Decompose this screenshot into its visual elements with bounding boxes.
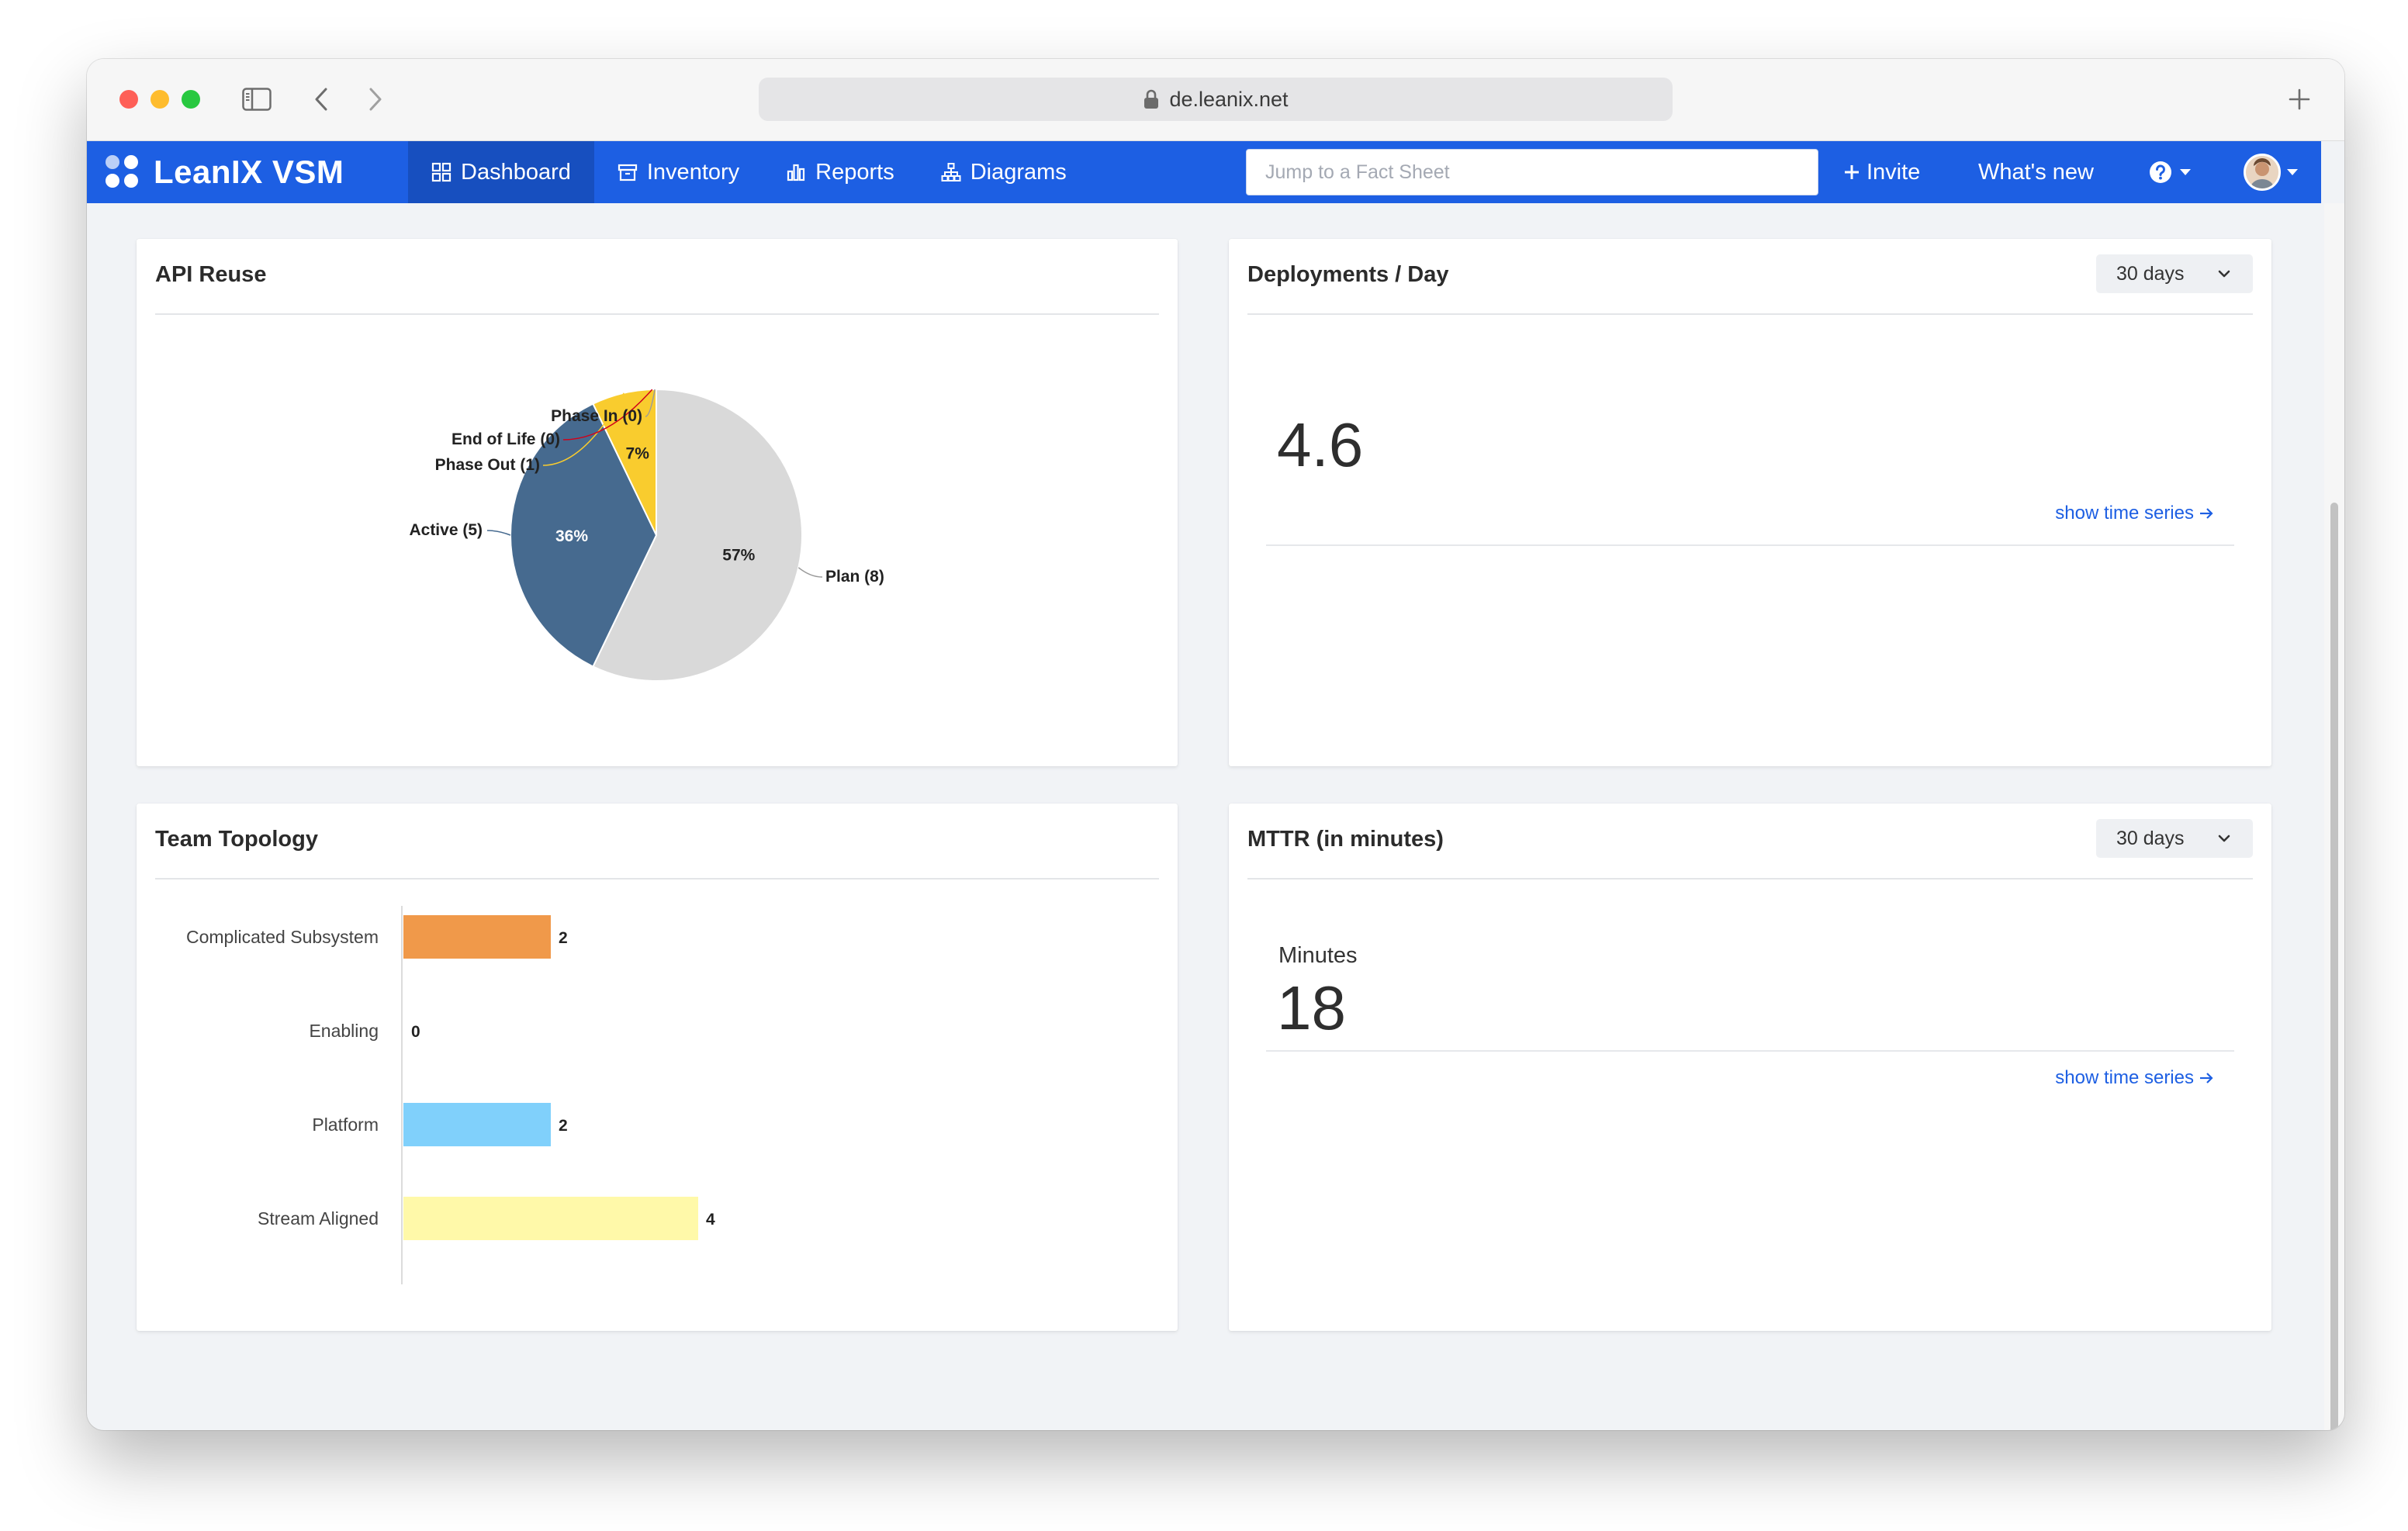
metric-divider xyxy=(1266,1050,2234,1052)
app-navbar: LeanIX VSM Dashboard Inventory Reports D… xyxy=(87,141,2321,203)
back-arrow-icon[interactable] xyxy=(306,79,337,119)
range-value: 30 days xyxy=(2116,262,2185,285)
brand-name: LeanIX VSM xyxy=(154,154,344,190)
address-bar[interactable]: de.leanix.net xyxy=(759,78,1673,121)
close-window-button[interactable] xyxy=(119,90,138,109)
card-title: Team Topology xyxy=(155,827,318,852)
bar-chart-icon xyxy=(787,164,805,181)
mttr-range-select[interactable]: 30 days xyxy=(2096,819,2253,858)
tab-dashboard[interactable]: Dashboard xyxy=(408,141,594,203)
url-text: de.leanix.net xyxy=(1169,87,1289,111)
browser-titlebar: de.leanix.net xyxy=(87,59,2344,141)
tab-diagrams[interactable]: Diagrams xyxy=(918,141,1090,203)
link-label: show time series xyxy=(2055,1067,2194,1088)
scrollbar-thumb[interactable] xyxy=(2330,503,2338,1430)
card-title: MTTR (in minutes) xyxy=(1247,827,1444,852)
pie-slice-label: Plan (8) xyxy=(825,568,884,586)
tab-reports[interactable]: Reports xyxy=(763,141,918,203)
deployments-value: 4.6 xyxy=(1277,410,1364,479)
bar[interactable] xyxy=(403,915,551,959)
pie-connector xyxy=(542,392,624,466)
tab-label: Dashboard xyxy=(461,159,571,185)
deployments-card: Deployments / Day 30 days 4.6 show time … xyxy=(1229,239,2271,766)
invite-button[interactable]: Invite xyxy=(1843,141,1920,203)
invite-label: Invite xyxy=(1867,159,1921,185)
forward-arrow-icon[interactable] xyxy=(360,79,391,119)
arrow-right-icon xyxy=(2200,508,2213,519)
api-reuse-pie-chart: 57% Plan (8) 36% Active (5) 7% Phase Out (1) E… xyxy=(409,388,884,682)
pie-connector xyxy=(562,389,653,441)
grid-icon xyxy=(431,162,452,182)
plus-icon[interactable] xyxy=(2281,79,2318,119)
pie-slice-label: End of Life (0) xyxy=(452,430,560,448)
divider xyxy=(155,878,1159,880)
pie-percent-label: 57% xyxy=(722,546,755,564)
user-menu-button[interactable] xyxy=(2244,141,2298,203)
maximize-window-button[interactable] xyxy=(182,90,200,109)
help-icon xyxy=(2150,161,2171,183)
chevron-down-icon xyxy=(2218,270,2230,278)
hierarchy-icon xyxy=(941,163,961,181)
chevron-down-icon xyxy=(2180,169,2191,175)
bar-value-label: 2 xyxy=(559,929,568,947)
lock-icon xyxy=(1144,89,1159,109)
browser-window: de.leanix.net LeanIX VSM Dashboard Inven… xyxy=(87,59,2344,1430)
pie-connector xyxy=(645,389,656,417)
show-time-series-link[interactable]: show time series xyxy=(2055,503,2214,524)
divider xyxy=(1247,313,2253,315)
bar-category-label: Platform xyxy=(312,1115,379,1135)
bar-category-label: Stream Aligned xyxy=(258,1208,379,1229)
tab-label: Reports xyxy=(815,159,894,185)
page-scrollbar[interactable] xyxy=(2324,203,2344,1430)
bar-category-label: Complicated Subsystem xyxy=(186,927,379,947)
deployments-range-select[interactable]: 30 days xyxy=(2096,254,2253,293)
divider xyxy=(1247,878,2253,880)
pie-slice[interactable] xyxy=(510,403,658,668)
whats-new-label: What's new xyxy=(1978,159,2094,185)
divider xyxy=(155,313,1159,315)
pie-percent-label: 36% xyxy=(555,527,588,545)
pie-percent-label: 7% xyxy=(626,445,650,463)
bar[interactable] xyxy=(403,1197,698,1240)
bar-value-label: 4 xyxy=(706,1211,715,1229)
range-value: 30 days xyxy=(2116,827,2185,849)
team-topology-bar-chart: Complicated Subsystem 2 Enabling 0 Platform 2… xyxy=(186,906,715,1284)
fact-sheet-search-input[interactable] xyxy=(1246,149,1818,195)
pie-slice-label: Phase Out (1) xyxy=(435,456,540,474)
api-reuse-card: API Reuse 57% Plan (8) 36% Active (5) 7% Phas… xyxy=(137,239,1178,766)
mttr-unit-label: Minutes xyxy=(1278,943,1358,968)
pie-connector xyxy=(797,567,823,578)
arrow-right-icon xyxy=(2200,1073,2213,1083)
chevron-down-icon xyxy=(2218,835,2230,842)
bar[interactable] xyxy=(403,1103,551,1146)
metric-divider xyxy=(1266,544,2234,546)
pie-slice-label: Phase In (0) xyxy=(551,407,642,425)
mttr-value: 18 xyxy=(1277,973,1346,1042)
team-topology-card: Team Topology Complicated Subsystem 2 Enab… xyxy=(137,804,1178,1331)
tab-inventory[interactable]: Inventory xyxy=(594,141,763,203)
brand-logo[interactable]: LeanIX VSM xyxy=(87,141,408,203)
pie-slice-label: Active (5) xyxy=(409,521,483,539)
show-time-series-link[interactable]: show time series xyxy=(2055,1067,2214,1089)
bar-value-label: 2 xyxy=(559,1117,568,1135)
pie-connector xyxy=(486,530,511,536)
mttr-card: MTTR (in minutes) 30 days Minutes 18 sho… xyxy=(1229,804,2271,1331)
link-label: show time series xyxy=(2055,503,2194,524)
bar-category-label: Enabling xyxy=(309,1021,379,1041)
help-menu-button[interactable] xyxy=(2149,141,2191,203)
card-title: API Reuse xyxy=(155,262,267,287)
tab-label: Diagrams xyxy=(970,159,1067,185)
chevron-down-icon xyxy=(2287,169,2298,175)
leanix-logo-icon xyxy=(106,155,140,189)
card-title: Deployments / Day xyxy=(1247,262,1449,287)
whats-new-link[interactable]: What's new xyxy=(1978,141,2094,203)
bar-value-label: 0 xyxy=(411,1023,420,1041)
inventory-icon xyxy=(618,164,637,181)
avatar xyxy=(2244,154,2281,191)
sidebar-toggle-icon[interactable] xyxy=(239,79,275,119)
tab-label: Inventory xyxy=(646,159,740,185)
plus-icon xyxy=(1845,165,1859,179)
minimize-window-button[interactable] xyxy=(150,90,169,109)
